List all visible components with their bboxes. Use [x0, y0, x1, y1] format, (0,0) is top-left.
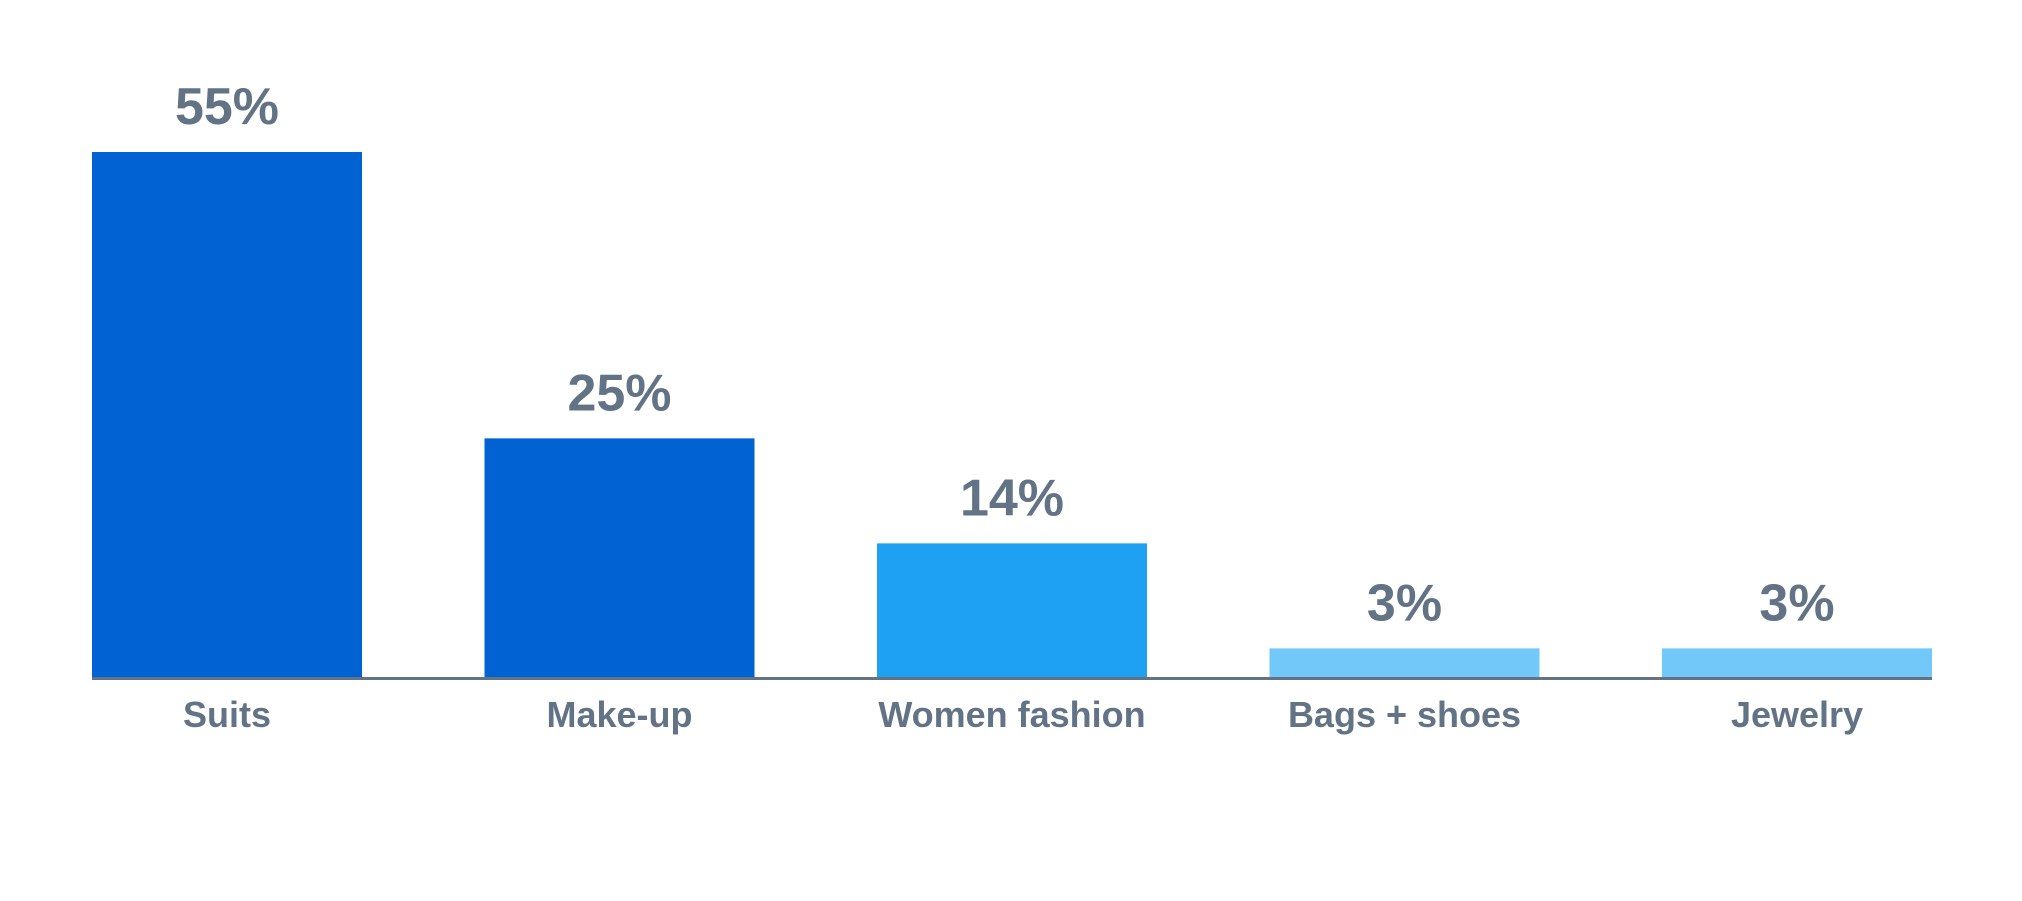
bar-jewelry [1662, 648, 1932, 677]
value-label-bags-shoes: 3% [1367, 574, 1442, 632]
bar-suits [92, 152, 362, 677]
value-label-women-fashion: 14% [960, 469, 1064, 527]
bar-bags-shoes [1269, 648, 1540, 677]
value-label-jewelry: 3% [1759, 574, 1834, 632]
category-labels-layer: Suits Make-up Women fashion Bags + shoes Jew… [183, 694, 1863, 735]
category-label-make-up: Make-up [546, 694, 692, 735]
value-label-make-up: 25% [567, 364, 671, 422]
category-label-bags-shoes: Bags + shoes [1288, 694, 1521, 735]
value-label-suits: 55% [175, 78, 279, 136]
bar-make-up [484, 438, 755, 677]
category-label-women-fashion: Women fashion [878, 694, 1145, 735]
bars-layer [92, 152, 1932, 677]
category-label-jewelry: Jewelry [1731, 694, 1863, 735]
category-label-suits: Suits [183, 694, 271, 735]
value-labels-layer: 55% 25% 14% 3% 3% [175, 78, 1835, 632]
bar-women-fashion [877, 543, 1147, 677]
